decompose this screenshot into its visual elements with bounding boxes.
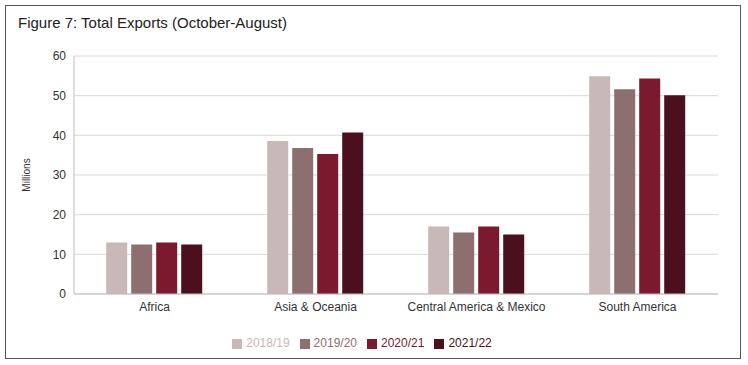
svg-text:50: 50 bbox=[53, 89, 67, 103]
svg-text:20: 20 bbox=[53, 208, 67, 222]
svg-text:Africa: Africa bbox=[139, 300, 170, 314]
html-text:Figure 7: Total Exports (Octob: Figure 7: Total Exports (October-August) bbox=[18, 14, 287, 31]
svg-text:Millions: Millions bbox=[21, 158, 32, 191]
svg-text:Central America & Mexico: Central America & Mexico bbox=[407, 300, 545, 314]
svg-text:10: 10 bbox=[53, 248, 67, 262]
html-text:2021/22: 2021/22 bbox=[448, 336, 492, 350]
html-text:2019/20: 2019/20 bbox=[313, 336, 357, 350]
svg-text:Asia & Oceania: Asia & Oceania bbox=[274, 300, 357, 314]
svg-text:60: 60 bbox=[53, 49, 67, 63]
svg-text:South America: South America bbox=[598, 300, 676, 314]
svg-text:30: 30 bbox=[53, 168, 67, 182]
svg-text:0: 0 bbox=[59, 287, 66, 301]
svg-text:40: 40 bbox=[53, 129, 67, 143]
html-text:2020/21: 2020/21 bbox=[381, 336, 425, 350]
html-text:2018/19: 2018/19 bbox=[246, 336, 290, 350]
